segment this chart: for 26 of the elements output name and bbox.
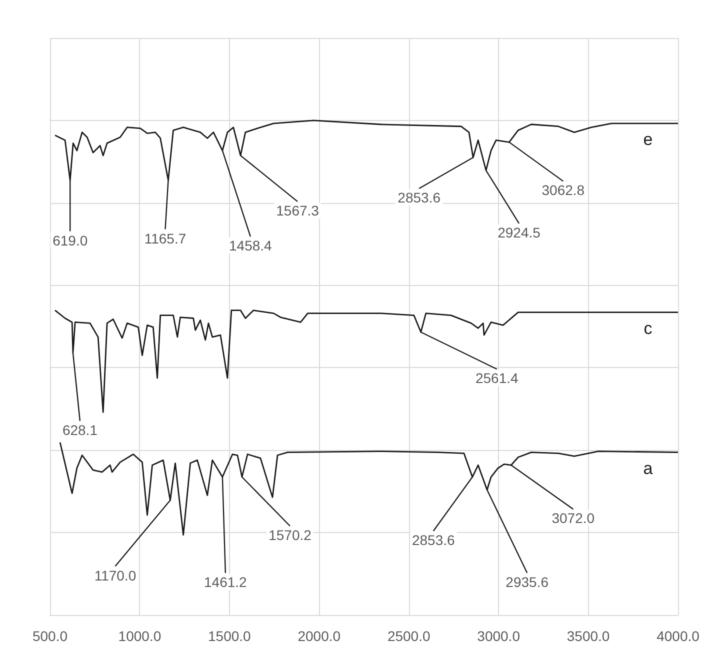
x-tick-label: 1000.0 [118,628,162,644]
annotation: 1567.3 [276,202,320,219]
annotation: 2853.6 [398,190,441,206]
annotation: 1170.0 [94,567,136,584]
x-tick-label: 2500.0 [387,628,430,644]
annotation: 1461.2 [204,574,248,590]
series-label: c [644,318,653,338]
x-tick-label: 4000.0 [656,628,700,644]
x-tick-label: 3000.0 [477,628,520,644]
annotation: 3062.8 [542,182,585,198]
x-tick-label: 3500.0 [566,628,610,644]
annotation: 1458.4 [229,238,272,254]
annotation: 1165.7 [144,230,186,246]
annotation: 619.0 [52,232,88,248]
annotation: 2561.4 [475,370,518,386]
series-label: a [643,458,654,478]
annotation: 2935.6 [506,574,549,590]
x-tick-label: 2000.0 [298,628,341,644]
x-tick-label: 1500.0 [208,628,252,644]
annotation: 628.1 [62,422,98,438]
annotation: 2853.6 [412,532,455,548]
annotation: 2924.5 [498,224,541,240]
x-tick-label: 500.0 [32,628,68,644]
annotation: 3072.0 [552,510,595,526]
series-label: e [643,130,653,149]
annotation: 1570.2 [268,527,312,544]
